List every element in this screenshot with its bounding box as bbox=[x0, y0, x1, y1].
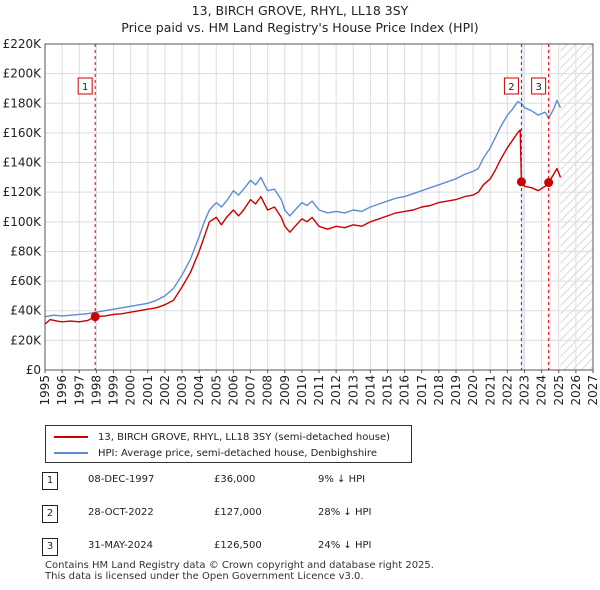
property-price-line bbox=[44, 129, 562, 325]
x-tick-label: 2010 bbox=[295, 375, 309, 406]
sale-label-number: 2 bbox=[508, 82, 514, 93]
price-chart: 13, BIRCH GROVE, RHYL, LL18 3SY Price pa… bbox=[3, 3, 600, 406]
sale-hpi-diff: 9% ↓ HPI bbox=[318, 474, 366, 485]
legend-item-property: 13, BIRCH GROVE, RHYL, LL18 3SY (semi-de… bbox=[54, 430, 390, 444]
x-tick-label: 2006 bbox=[226, 375, 240, 406]
sale-number-badge: 2 bbox=[42, 505, 58, 523]
x-tick-label: 2013 bbox=[346, 375, 360, 406]
x-tick-label: 1996 bbox=[55, 375, 69, 406]
x-tick-label: 2009 bbox=[278, 375, 292, 406]
y-tick-label: £40K bbox=[10, 304, 42, 318]
sale-date: 08-DEC-1997 bbox=[88, 474, 155, 485]
x-tick-label: 2024 bbox=[535, 375, 549, 406]
hpi-line bbox=[44, 99, 562, 318]
y-tick-label: £120K bbox=[3, 185, 43, 199]
y-tick-label: £220K bbox=[3, 37, 43, 51]
sale-date: 31-MAY-2024 bbox=[88, 540, 154, 551]
table-row: 2 28-OCT-2022 £127,000 28% ↓ HPI bbox=[42, 505, 442, 523]
sale-label-box bbox=[531, 77, 547, 95]
sale-point bbox=[516, 177, 526, 187]
chart-subtitle: Price paid vs. HM Land Registry's House … bbox=[121, 20, 478, 35]
footer-line-copyright: Contains HM Land Registry data © Crown c… bbox=[45, 560, 434, 571]
sale-period-shade bbox=[521, 44, 525, 370]
y-tick-label: £100K bbox=[3, 215, 43, 229]
chart-legend: 13, BIRCH GROVE, RHYL, LL18 3SY (semi-de… bbox=[45, 425, 412, 463]
x-tick-label: 2018 bbox=[432, 375, 446, 406]
x-tick-label: 2014 bbox=[363, 375, 377, 406]
x-tick-label: 2002 bbox=[158, 375, 172, 406]
x-tick-label: 2025 bbox=[552, 375, 566, 406]
sale-point bbox=[90, 312, 100, 322]
footer-attribution: Contains HM Land Registry data © Crown c… bbox=[45, 560, 434, 582]
sale-label-box bbox=[77, 77, 93, 95]
x-tick-label: 2011 bbox=[312, 375, 326, 406]
sale-price: £126,500 bbox=[214, 540, 262, 551]
sale-point bbox=[544, 178, 554, 188]
footer-line-licence: This data is licensed under the Open Gov… bbox=[45, 571, 364, 582]
chart-title: 13, BIRCH GROVE, RHYL, LL18 3SY bbox=[192, 3, 409, 18]
sale-number-badge: 3 bbox=[42, 538, 58, 556]
table-row: 1 08-DEC-1997 £36,000 9% ↓ HPI bbox=[42, 472, 442, 490]
legend-swatch-hpi bbox=[54, 452, 88, 454]
sale-hpi-diff: 28% ↓ HPI bbox=[318, 507, 372, 518]
y-tick-label: £80K bbox=[10, 244, 42, 258]
x-tick-label: 1999 bbox=[107, 375, 121, 406]
y-tick-label: £20K bbox=[10, 333, 42, 347]
x-tick-label: 2026 bbox=[569, 375, 583, 406]
x-tick-label: 2019 bbox=[449, 375, 463, 406]
x-tick-label: 2017 bbox=[415, 375, 429, 406]
x-tick-label: 2003 bbox=[175, 375, 189, 406]
x-tick-label: 2008 bbox=[261, 375, 275, 406]
table-row: 3 31-MAY-2024 £126,500 24% ↓ HPI bbox=[42, 538, 442, 556]
x-tick-label: 2004 bbox=[192, 375, 206, 406]
legend-label-hpi: HPI: Average price, semi-detached house,… bbox=[98, 447, 377, 459]
sale-number-badge: 1 bbox=[42, 472, 58, 490]
sale-price: £127,000 bbox=[214, 507, 262, 518]
legend-label-property: 13, BIRCH GROVE, RHYL, LL18 3SY (semi-de… bbox=[98, 431, 390, 443]
y-tick-label: £60K bbox=[10, 274, 42, 288]
sale-date: 28-OCT-2022 bbox=[88, 507, 154, 518]
x-tick-label: 2001 bbox=[141, 375, 155, 406]
sale-label-box bbox=[503, 77, 519, 95]
sale-period-shade bbox=[548, 44, 552, 370]
y-tick-label: £200K bbox=[3, 67, 43, 81]
sale-hpi-diff: 24% ↓ HPI bbox=[318, 540, 372, 551]
x-tick-label: 2012 bbox=[329, 375, 343, 406]
x-tick-label: 2015 bbox=[381, 375, 395, 406]
x-tick-label: 2027 bbox=[586, 375, 600, 406]
sale-price: £36,000 bbox=[214, 474, 256, 485]
x-tick-label: 2022 bbox=[500, 375, 514, 406]
y-tick-label: £160K bbox=[3, 126, 43, 140]
sale-label-number: 3 bbox=[535, 82, 541, 93]
x-tick-label: 2005 bbox=[209, 375, 223, 406]
x-tick-label: 1995 bbox=[38, 375, 52, 406]
sale-label-number: 1 bbox=[82, 82, 88, 93]
x-tick-label: 1997 bbox=[72, 375, 86, 406]
y-tick-label: £180K bbox=[3, 96, 43, 110]
y-tick-label: £0 bbox=[26, 363, 41, 377]
y-tick-label: £140K bbox=[3, 156, 43, 170]
x-tick-label: 2021 bbox=[483, 375, 497, 406]
x-tick-label: 2016 bbox=[398, 375, 412, 406]
x-tick-label: 2000 bbox=[124, 375, 138, 406]
forecast-hatch-region bbox=[560, 44, 593, 370]
x-tick-label: 2020 bbox=[466, 375, 480, 406]
x-tick-label: 2023 bbox=[518, 375, 532, 406]
legend-item-hpi: HPI: Average price, semi-detached house,… bbox=[54, 446, 377, 460]
x-tick-label: 2007 bbox=[244, 375, 258, 406]
legend-swatch-property bbox=[54, 436, 88, 438]
x-tick-label: 1998 bbox=[89, 375, 103, 406]
